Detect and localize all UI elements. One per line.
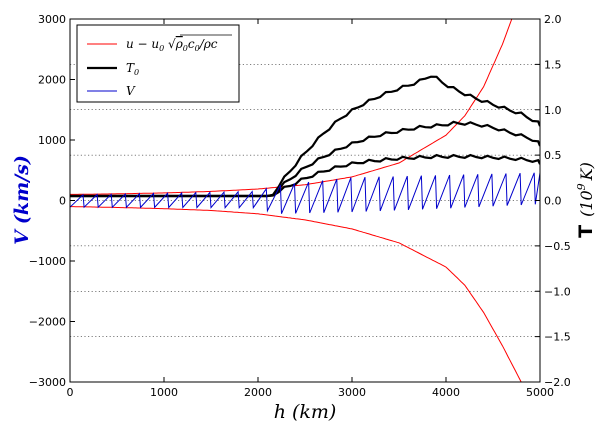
grid-lines <box>70 64 540 337</box>
y-left-tick-label-1: −2000 <box>29 316 66 329</box>
svg-text:V(km/s): V(km/s) <box>11 155 33 245</box>
y-left-tick-label-4: 1000 <box>38 134 66 147</box>
series-T0-lower <box>70 153 540 198</box>
y-right-tick-label-5: 0.5 <box>544 149 562 162</box>
x-tick-label-5: 5000 <box>526 386 554 399</box>
y-left-axis-label: V(km/s) <box>11 155 33 245</box>
y-left-tick-label-2: −1000 <box>29 255 66 268</box>
x-tick-label-3: 3000 <box>338 386 366 399</box>
y-right-tick-label-4: 0.0 <box>544 195 562 208</box>
y-left-tick-label-0: −3000 <box>29 376 66 389</box>
legend-label-red: u − u0 √ρ0c0/ρc <box>126 37 218 53</box>
svg-text:T(109K): T(109K) <box>575 162 597 238</box>
x-tick-label-4: 4000 <box>432 386 460 399</box>
y-right-tick-label-7: 1.5 <box>544 58 562 71</box>
y-right-tick-label-0: −2.0 <box>544 376 571 389</box>
x-axis-label: h (km) <box>274 401 337 423</box>
y-right-tick-label-3: −0.5 <box>544 240 571 253</box>
x-tick-label-2: 2000 <box>244 386 272 399</box>
legend-label-black: T0 <box>126 61 139 77</box>
y-right-tick-label-8: 2.0 <box>544 13 562 26</box>
y-left-tick-label-3: 0 <box>59 195 66 208</box>
series-layer <box>70 19 540 382</box>
y-right-tick-label-1: −1.5 <box>544 331 571 344</box>
legend-label-blue: V <box>126 84 136 98</box>
y-right-tick-label-2: −1.0 <box>544 285 571 298</box>
y-left-tick-label-6: 3000 <box>38 13 66 26</box>
x-tick-label-0: 0 <box>67 386 74 399</box>
y-right-tick-label-6: 1.0 <box>544 104 562 117</box>
series-V <box>70 172 540 214</box>
legend-box <box>76 24 240 103</box>
y-right-axis-label: T(109K) <box>575 162 597 238</box>
x-tick-label-1: 1000 <box>150 386 178 399</box>
series-red-lower <box>70 206 522 382</box>
legend: u − u0 √ρ0c0/ρc T0 V <box>76 24 240 103</box>
ticks: 0 1000 2000 3000 4000 5000 −3000 −2000 −1000 0 100… <box>29 13 571 399</box>
series-red-upper <box>70 19 513 195</box>
y-left-tick-label-5: 2000 <box>38 74 66 87</box>
